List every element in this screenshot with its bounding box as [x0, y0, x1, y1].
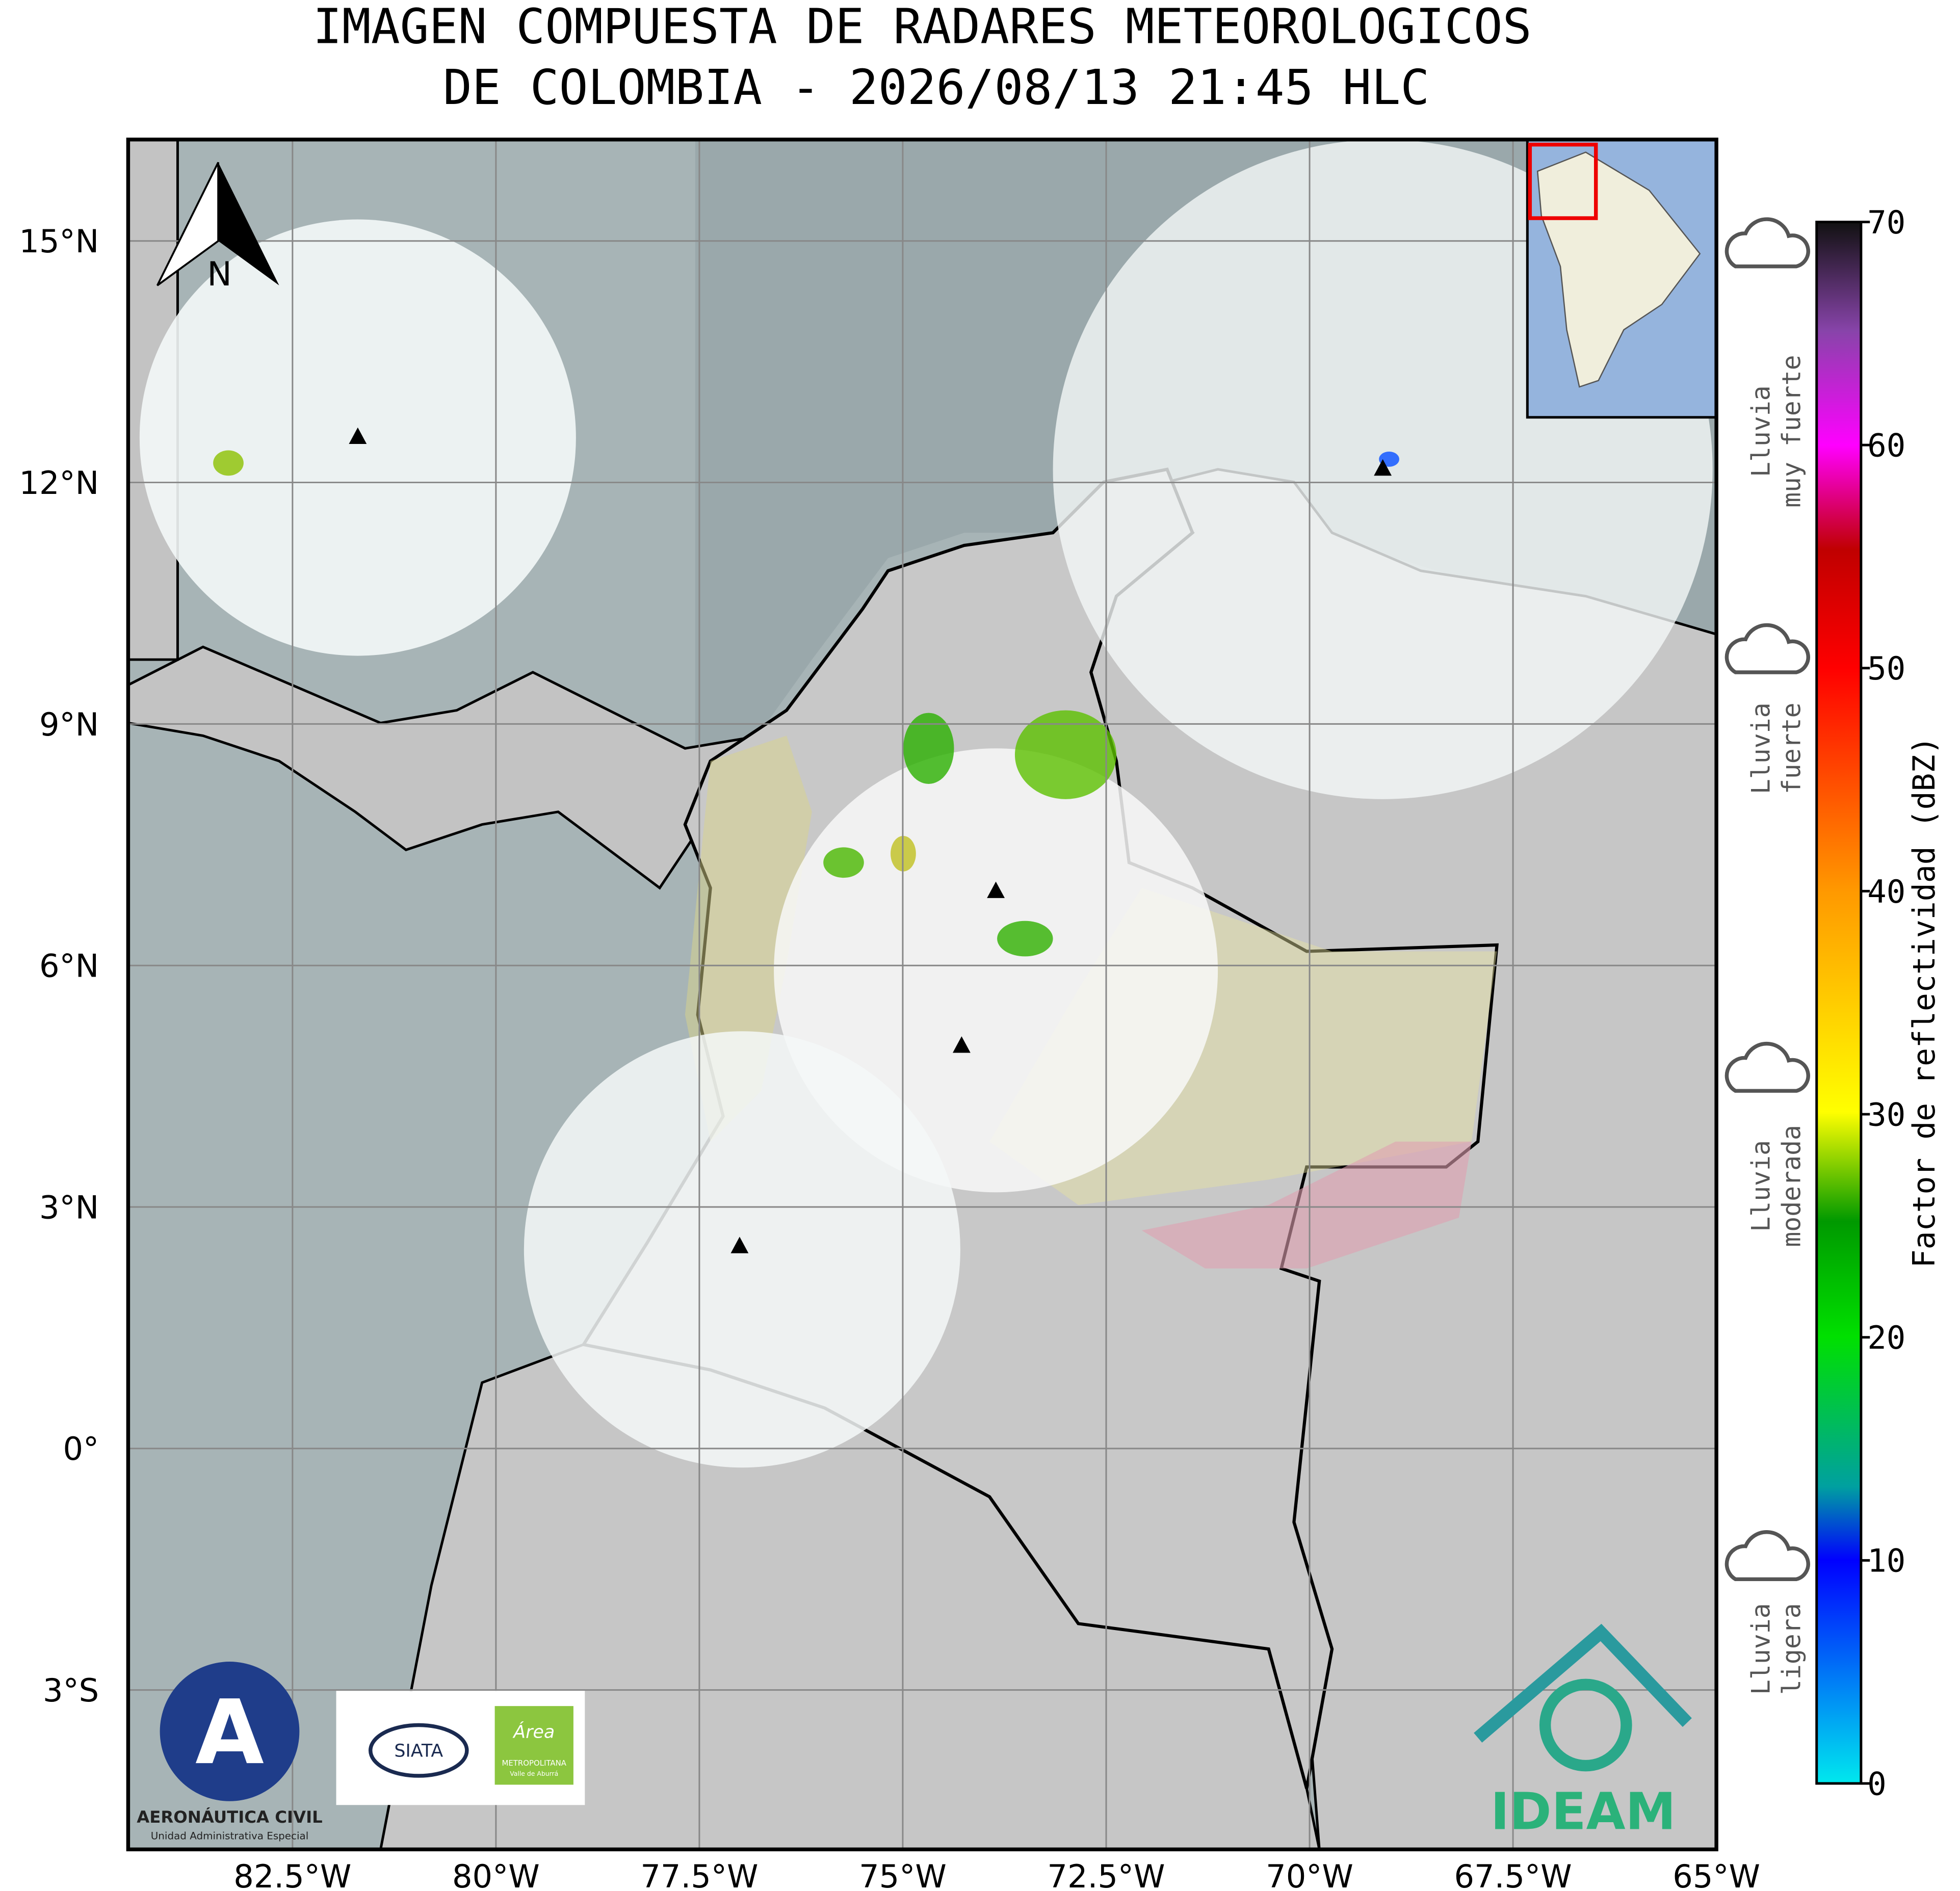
- colorbar-scale: [1815, 221, 1863, 1785]
- lat-tick-label: 9°N: [39, 706, 99, 743]
- lon-tick-label: 72.5°W: [1047, 1858, 1165, 1891]
- inset-extent: [1528, 142, 1598, 220]
- rain-category-label: Lluvia: [1746, 385, 1776, 477]
- lon-tick-label: 82.5°W: [233, 1858, 351, 1891]
- lat-tick-label: 15°N: [19, 223, 99, 260]
- logo-ideam: IDEAM: [1474, 1623, 1692, 1842]
- lon-tick-label: 67.5°W: [1454, 1858, 1572, 1891]
- rain-category-label: muy fuerte: [1776, 355, 1806, 508]
- map-body: [128, 139, 1717, 1850]
- lat-tick-label: 12°N: [19, 464, 99, 502]
- rain-category-label: Lluvia: [1746, 1603, 1776, 1695]
- lat-tick-label: 6°N: [39, 948, 99, 985]
- rain-icon: [1724, 1530, 1810, 1582]
- radar-sites: [349, 427, 1392, 1253]
- lat-tick-label: 3°S: [43, 1672, 99, 1709]
- colorbar-tick-label: 40: [1867, 873, 1905, 910]
- north-label: N: [207, 255, 231, 294]
- rain-category-label: ligera: [1776, 1603, 1806, 1695]
- rain-category-label: Lluvia: [1746, 1140, 1776, 1232]
- rain-category-label: fuerte: [1776, 702, 1806, 794]
- rain-icon: [1724, 1042, 1810, 1093]
- highlight-region: [1141, 1141, 1472, 1269]
- logo-text: SIATA: [394, 1741, 443, 1762]
- colorbar-tick-label: 60: [1867, 427, 1905, 464]
- lon-tick-label: 77.5°W: [640, 1858, 758, 1891]
- lon-tick-label: 65°W: [1672, 1858, 1760, 1891]
- colorbar-tick-label: 30: [1867, 1096, 1905, 1133]
- colorbar-tick-label: 70: [1867, 204, 1905, 241]
- rain-category-label: Lluvia: [1746, 702, 1776, 794]
- map-frame: [126, 138, 1718, 1852]
- colorbar: Factor de reflectividad (dBZ) 0 10 20 30 40 5…: [1815, 204, 1942, 1802]
- colorbar-label: Factor de reflectividad (dBZ): [1907, 737, 1942, 1268]
- rain-icon: [1724, 623, 1810, 674]
- lon-tick-label: 80°W: [452, 1858, 540, 1891]
- logo-text: IDEAM: [1491, 1783, 1676, 1842]
- logo-siata-area: SIATA Área METROPOLITANA Valle de Aburrá: [336, 1691, 585, 1805]
- colorbar-tick-label: 20: [1867, 1319, 1905, 1356]
- colorbar-tick-label: 0: [1867, 1765, 1886, 1802]
- colorbar-tick-label: 50: [1867, 650, 1905, 687]
- colorbar-tick-label: 10: [1867, 1542, 1905, 1580]
- logo-mark: A: [195, 1681, 264, 1784]
- lon-tick-label: 70°W: [1266, 1858, 1353, 1891]
- lat-tick-label: 3°N: [39, 1189, 99, 1226]
- title-line: IMAGEN COMPUESTA DE RADARES METEOROLOGIC…: [313, 0, 1532, 55]
- logo-text: Valle de Aburrá: [510, 1770, 558, 1777]
- logo-text: AERONÁUTICA CIVIL: [137, 1807, 322, 1827]
- logo-text: Área: [512, 1721, 555, 1742]
- lat-tick-label: 0°: [63, 1430, 99, 1467]
- inset-continent: [1536, 151, 1701, 388]
- title-line: DE COLOMBIA - 2026/08/13 21:45 HLC: [443, 60, 1429, 116]
- north-arrow: N: [156, 162, 279, 294]
- logo-text: METROPOLITANA: [502, 1758, 566, 1768]
- rain-icon: [1724, 217, 1810, 269]
- logo-text: Unidad Administrativa Especial: [151, 1830, 308, 1842]
- logo-aerocivil: A AERONÁUTICA CIVIL Unidad Administrativ…: [137, 1662, 323, 1842]
- lon-tick-label: 75°W: [859, 1858, 947, 1891]
- rain-category-label: moderada: [1776, 1125, 1806, 1247]
